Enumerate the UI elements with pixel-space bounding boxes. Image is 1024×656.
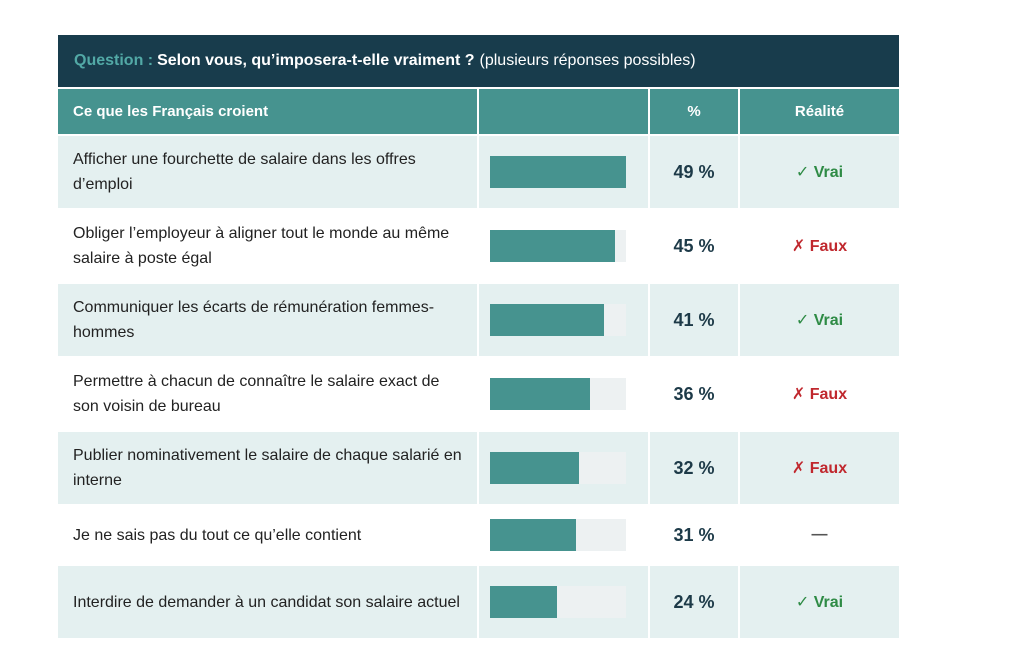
header-bar bbox=[477, 89, 649, 135]
bar-mark bbox=[490, 156, 626, 188]
bar-track bbox=[490, 378, 626, 410]
category-label: Interdire de demander à un candidat son … bbox=[58, 564, 478, 638]
bar-track bbox=[490, 304, 626, 336]
question-note: (plusieurs réponses possibles) bbox=[479, 52, 696, 69]
table-row: Permettre à chacun de connaître le salai… bbox=[58, 356, 899, 431]
question-banner: Question : Selon vous, qu’imposera-t-ell… bbox=[58, 35, 899, 87]
bar-mark bbox=[490, 230, 615, 262]
header-row: Ce que les Français croient % Réalité bbox=[58, 89, 899, 135]
bar-track bbox=[490, 519, 626, 551]
bar-cell bbox=[477, 564, 649, 638]
bar-mark bbox=[490, 586, 557, 618]
reality-verdict: ✗ Faux bbox=[738, 430, 899, 505]
bar-cell bbox=[477, 356, 649, 431]
results-table: Ce que les Français croient % Réalité Af… bbox=[58, 89, 899, 638]
survey-table-container: Question : Selon vous, qu’imposera-t-ell… bbox=[58, 35, 899, 638]
bar-mark bbox=[490, 378, 590, 410]
category-label: Afficher une fourchette de salaire dans … bbox=[58, 134, 478, 209]
reality-verdict: ✓ Vrai bbox=[738, 134, 899, 209]
value-label: 32 % bbox=[648, 430, 739, 505]
bar-cell bbox=[477, 430, 649, 505]
table-body: Afficher une fourchette de salaire dans … bbox=[58, 134, 899, 638]
question-label: Question : bbox=[74, 52, 154, 69]
value-label: 41 % bbox=[648, 282, 739, 357]
bar-cell bbox=[477, 134, 649, 209]
bar-track bbox=[490, 230, 626, 262]
header-reality: Réalité bbox=[738, 89, 899, 135]
bar-mark bbox=[490, 304, 604, 336]
header-belief: Ce que les Français croient bbox=[58, 89, 478, 135]
table-row: Je ne sais pas du tout ce qu’elle contie… bbox=[58, 504, 899, 565]
bar-track bbox=[490, 156, 626, 188]
bar-cell bbox=[477, 208, 649, 283]
bar-cell bbox=[477, 282, 649, 357]
bar-cell bbox=[477, 504, 649, 565]
bar-mark bbox=[490, 452, 579, 484]
value-label: 31 % bbox=[648, 504, 739, 565]
header-percent: % bbox=[648, 89, 739, 135]
category-label: Obliger l’employeur à aligner tout le mo… bbox=[58, 208, 478, 283]
value-label: 36 % bbox=[648, 356, 739, 431]
reality-verdict: — bbox=[738, 504, 899, 565]
category-label: Publier nominativement le salaire de cha… bbox=[58, 430, 478, 505]
value-label: 45 % bbox=[648, 208, 739, 283]
question-text: Selon vous, qu’imposera-t-elle vraiment … bbox=[157, 52, 475, 69]
reality-verdict: ✓ Vrai bbox=[738, 282, 899, 357]
table-row: Communiquer les écarts de rémunération f… bbox=[58, 282, 899, 357]
value-label: 24 % bbox=[648, 564, 739, 638]
bar-track bbox=[490, 452, 626, 484]
bar-track bbox=[490, 586, 626, 618]
category-label: Permettre à chacun de connaître le salai… bbox=[58, 356, 478, 431]
bar-mark bbox=[490, 519, 577, 551]
table-row: Obliger l’employeur à aligner tout le mo… bbox=[58, 208, 899, 283]
reality-verdict: ✗ Faux bbox=[738, 356, 899, 431]
category-label: Communiquer les écarts de rémunération f… bbox=[58, 282, 478, 357]
table-row: Publier nominativement le salaire de cha… bbox=[58, 430, 899, 505]
reality-verdict: ✗ Faux bbox=[738, 208, 899, 283]
table-row: Interdire de demander à un candidat son … bbox=[58, 564, 899, 638]
table-row: Afficher une fourchette de salaire dans … bbox=[58, 134, 899, 209]
reality-verdict: ✓ Vrai bbox=[738, 564, 899, 638]
category-label: Je ne sais pas du tout ce qu’elle contie… bbox=[58, 504, 478, 565]
value-label: 49 % bbox=[648, 134, 739, 209]
